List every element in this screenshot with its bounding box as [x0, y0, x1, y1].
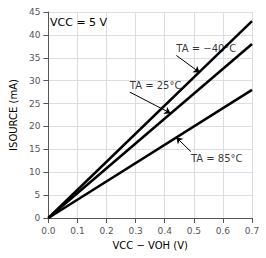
svg-text:0.1: 0.1: [70, 226, 84, 236]
svg-text:TA = 85°C: TA = 85°C: [190, 153, 243, 164]
svg-text:0.5: 0.5: [187, 226, 201, 236]
svg-text:10: 10: [29, 167, 41, 177]
svg-text:45: 45: [29, 7, 40, 17]
svg-text:0.3: 0.3: [128, 226, 142, 236]
svg-text:5: 5: [35, 190, 41, 200]
svg-text:TA = −40°C: TA = −40°C: [176, 43, 237, 54]
svg-text:35: 35: [29, 53, 40, 63]
svg-text:25: 25: [29, 99, 40, 109]
svg-text:0.7: 0.7: [245, 226, 259, 236]
svg-text:15: 15: [29, 144, 40, 154]
svg-text:0.0: 0.0: [41, 226, 56, 236]
svg-text:30: 30: [29, 76, 41, 86]
svg-text:VCC − VOH (V): VCC − VOH (V): [112, 240, 188, 251]
svg-text:VCC = 5 V: VCC = 5 V: [50, 16, 108, 29]
svg-text:0: 0: [35, 213, 41, 223]
svg-text:0.6: 0.6: [216, 226, 231, 236]
svg-text:20: 20: [29, 121, 41, 131]
svg-text:40: 40: [29, 30, 41, 40]
svg-text:ISOURCE (mA): ISOURCE (mA): [8, 79, 19, 151]
svg-text:0.2: 0.2: [99, 226, 113, 236]
svg-text:TA = 25°C: TA = 25°C: [129, 80, 182, 91]
svg-text:0.4: 0.4: [158, 226, 173, 236]
